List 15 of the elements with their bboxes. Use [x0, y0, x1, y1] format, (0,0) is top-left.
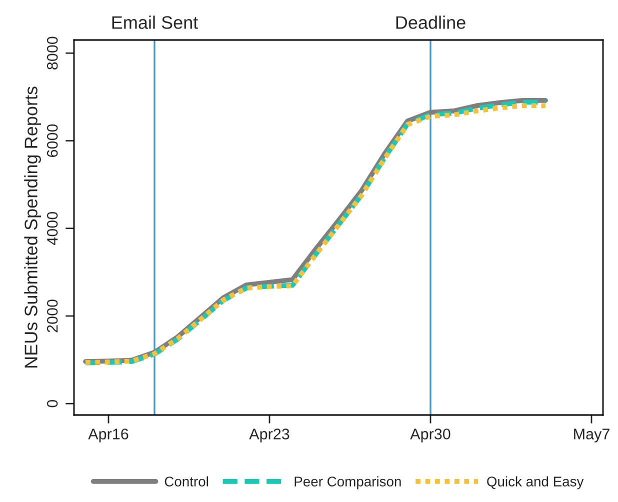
- legend-label: Quick and Easy: [487, 476, 584, 490]
- y-tick-label: 6000: [46, 124, 58, 157]
- y-tick-label: 0: [46, 400, 58, 408]
- legend-label: Peer Comparison: [294, 476, 401, 490]
- y-tick-label: 4000: [46, 212, 58, 246]
- ref-line-label: Email Sent: [112, 16, 198, 29]
- y-tick-label: 2000: [46, 300, 58, 332]
- legend-label: Control: [164, 476, 208, 486]
- x-tick-label: Apr30: [410, 428, 450, 442]
- x-tick-label: May7: [574, 428, 610, 442]
- y-tick-label: 8000: [46, 36, 58, 70]
- x-tick-label: Apr23: [249, 428, 290, 442]
- x-tick-label: Apr16: [88, 428, 128, 442]
- y-axis-title: NEUs Submitted Spending Reports: [24, 86, 42, 368]
- ref-line-label: Deadline: [396, 16, 466, 29]
